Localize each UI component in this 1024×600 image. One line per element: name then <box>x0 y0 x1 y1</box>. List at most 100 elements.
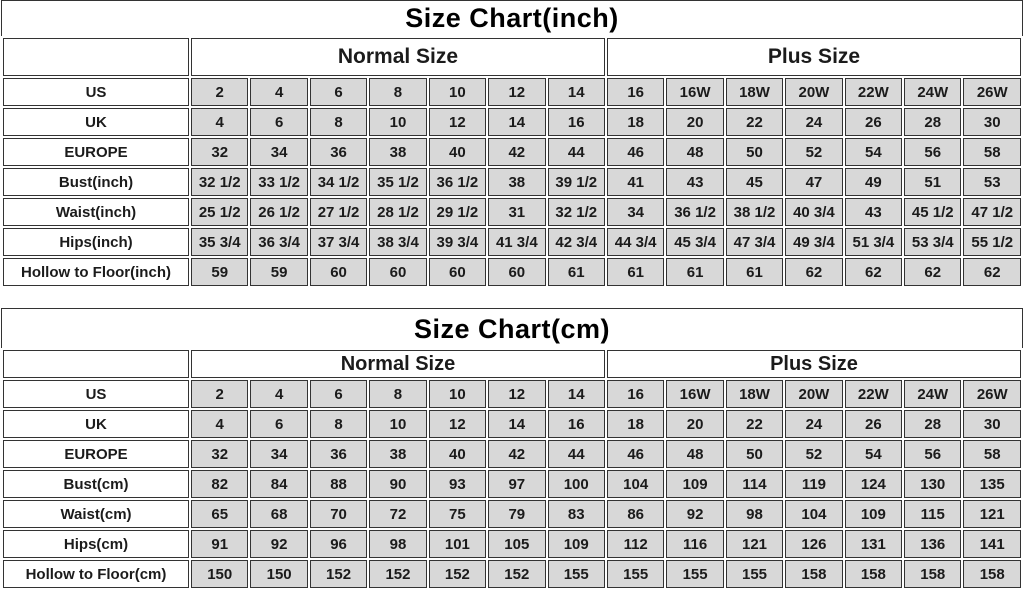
row-label: UK <box>3 108 189 136</box>
size-value-cell: 14 <box>488 108 546 136</box>
size-value-cell: 20 <box>666 410 724 438</box>
size-value-cell: 158 <box>844 560 903 588</box>
size-value-cell: 152 <box>488 560 546 588</box>
size-value-cell: 62 <box>785 258 843 286</box>
size-value-cell: 28 <box>904 410 962 438</box>
size-value-cell: 33 1/2 <box>250 168 308 196</box>
size-value-cell: 40 <box>428 440 487 468</box>
size-value-cell: 155 <box>547 560 605 588</box>
size-value-cell: 44 <box>547 440 605 468</box>
size-value-cell: 42 <box>488 440 546 468</box>
size-value-cell: 31 <box>488 198 546 226</box>
size-value-cell: 4 <box>191 108 249 136</box>
column-group-header-row: Normal Size Plus Size <box>3 38 1021 76</box>
size-value-cell: 119 <box>785 470 843 498</box>
size-value-cell: 109 <box>547 530 605 558</box>
size-value-cell: 62 <box>844 258 903 286</box>
size-value-cell: 20W <box>785 380 843 408</box>
size-value-cell: 43 <box>666 168 724 196</box>
size-value-cell: 22W <box>844 380 903 408</box>
size-value-cell: 135 <box>963 470 1021 498</box>
size-value-cell: 16W <box>666 78 724 106</box>
size-value-cell: 18W <box>725 78 784 106</box>
size-value-cell: 43 <box>844 198 903 226</box>
size-value-cell: 34 <box>250 440 308 468</box>
size-value-cell: 126 <box>785 530 843 558</box>
size-value-cell: 65 <box>191 500 249 528</box>
size-value-cell: 96 <box>309 530 368 558</box>
size-value-cell: 24 <box>785 108 843 136</box>
size-value-cell: 24 <box>785 410 843 438</box>
row-label: Hips(inch) <box>3 228 189 256</box>
row-label: EUROPE <box>3 440 189 468</box>
size-value-cell: 92 <box>250 530 308 558</box>
size-value-cell: 27 1/2 <box>309 198 368 226</box>
size-value-cell: 70 <box>309 500 368 528</box>
size-value-cell: 41 3/4 <box>488 228 546 256</box>
size-value-cell: 16 <box>547 410 605 438</box>
row-label: Waist(inch) <box>3 198 189 226</box>
size-table-cm: Normal Size Plus Size US 2 4 6 8 10 12 14 16 16W 18W… <box>1 348 1023 590</box>
size-value-cell: 56 <box>904 138 962 166</box>
size-value-cell: 34 <box>250 138 308 166</box>
size-value-cell: 34 <box>606 198 665 226</box>
size-value-cell: 4 <box>250 78 308 106</box>
size-value-cell: 61 <box>606 258 665 286</box>
row-label: Hollow to Floor(inch) <box>3 258 189 286</box>
size-value-cell: 150 <box>191 560 249 588</box>
size-value-cell: 101 <box>428 530 487 558</box>
size-value-cell: 24W <box>904 78 962 106</box>
corner-cell <box>3 350 189 378</box>
size-value-cell: 16 <box>606 78 665 106</box>
size-value-cell: 83 <box>547 500 605 528</box>
size-value-cell: 53 3/4 <box>904 228 962 256</box>
size-value-cell: 91 <box>191 530 249 558</box>
size-value-cell: 26W <box>963 78 1021 106</box>
size-value-cell: 6 <box>309 380 368 408</box>
size-value-cell: 8 <box>369 78 427 106</box>
row-label: Bust(inch) <box>3 168 189 196</box>
row-label: EUROPE <box>3 138 189 166</box>
size-value-cell: 10 <box>369 410 427 438</box>
size-value-cell: 45 <box>725 168 784 196</box>
size-value-cell: 50 <box>725 138 784 166</box>
size-value-cell: 104 <box>606 470 665 498</box>
size-value-cell: 41 <box>606 168 665 196</box>
size-value-cell: 14 <box>547 78 605 106</box>
column-group-header: Plus Size <box>606 38 1021 76</box>
size-value-cell: 92 <box>666 500 724 528</box>
size-value-cell: 60 <box>428 258 487 286</box>
size-value-cell: 26 1/2 <box>250 198 308 226</box>
size-value-cell: 115 <box>904 500 962 528</box>
size-value-cell: 90 <box>369 470 427 498</box>
size-value-cell: 109 <box>666 470 724 498</box>
size-value-cell: 152 <box>309 560 368 588</box>
size-value-cell: 47 1/2 <box>963 198 1021 226</box>
size-value-cell: 59 <box>191 258 249 286</box>
size-value-cell: 35 1/2 <box>369 168 427 196</box>
size-value-cell: 2 <box>191 380 249 408</box>
size-value-cell: 36 1/2 <box>428 168 487 196</box>
size-chart-cm-section: Size Chart(cm) Normal Size Plus Size US 2 4 6… <box>0 308 1024 590</box>
size-value-cell: 68 <box>250 500 308 528</box>
size-value-cell: 20W <box>785 78 843 106</box>
size-value-cell: 32 <box>191 440 249 468</box>
size-value-cell: 61 <box>547 258 605 286</box>
size-value-cell: 158 <box>963 560 1021 588</box>
size-value-cell: 131 <box>844 530 903 558</box>
table-row: UK 4 6 8 10 12 14 16 18 20 22 24 26 28 30 <box>3 410 1021 438</box>
row-label: Hips(cm) <box>3 530 189 558</box>
size-value-cell: 18 <box>606 410 665 438</box>
size-chart-inch-title-bar: Size Chart(inch) <box>1 0 1023 36</box>
size-value-cell: 26W <box>963 380 1021 408</box>
size-value-cell: 25 1/2 <box>191 198 249 226</box>
size-value-cell: 45 1/2 <box>904 198 962 226</box>
size-value-cell: 60 <box>369 258 427 286</box>
size-value-cell: 97 <box>488 470 546 498</box>
size-value-cell: 8 <box>309 410 368 438</box>
size-value-cell: 61 <box>666 258 724 286</box>
size-value-cell: 6 <box>309 78 368 106</box>
corner-cell <box>3 38 189 76</box>
table-row: Hollow to Floor(inch) 59 59 60 60 60 60 61 61 61 6… <box>3 258 1021 286</box>
